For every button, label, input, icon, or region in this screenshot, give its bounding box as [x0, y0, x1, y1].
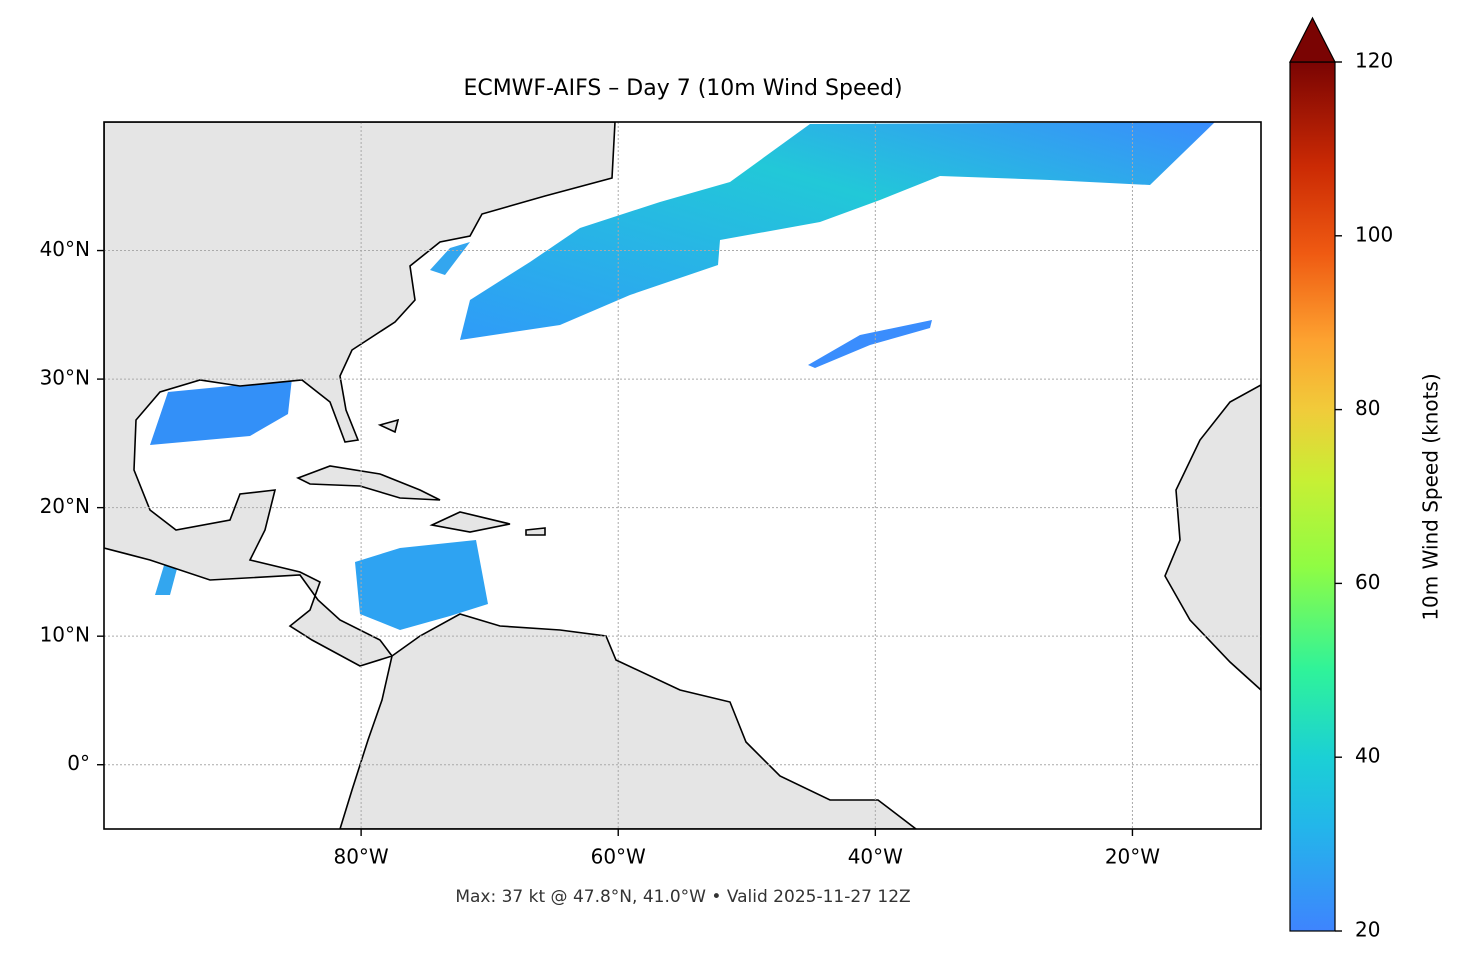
- colorbar: [1289, 61, 1336, 932]
- map-frame: [103, 121, 1262, 830]
- wind-swath: [808, 320, 932, 368]
- colorbar-tick-label: 60: [1355, 570, 1380, 594]
- south-america: [339, 613, 918, 829]
- colorbar-tick-label: 20: [1355, 918, 1380, 942]
- map: [104, 122, 1261, 829]
- wind-swaths: [150, 122, 1215, 630]
- colorbar-extend: [1289, 16, 1336, 63]
- colorbar-tick-label: 100: [1355, 222, 1393, 246]
- grid: [104, 122, 1261, 829]
- africa: [1164, 384, 1261, 692]
- x-tick-label: 20°W: [1105, 845, 1160, 869]
- colorbar-tick-label: 120: [1355, 49, 1393, 73]
- colorbar-tick-label: 40: [1355, 744, 1380, 768]
- chart-title: ECMWF-AIFS – Day 7 (10m Wind Speed): [463, 76, 902, 101]
- y-tick-label: 20°N: [40, 494, 90, 518]
- wind-swath: [460, 122, 1215, 340]
- x-tick-label: 80°W: [333, 845, 388, 869]
- colorbar-label: 10m Wind Speed (knots): [1419, 373, 1443, 620]
- caribbean-islands: [296, 418, 546, 536]
- y-tick-label: 0°: [67, 751, 90, 775]
- land: [104, 122, 1261, 829]
- y-tick-label: 10°N: [40, 623, 90, 647]
- y-tick-label: 40°N: [40, 237, 90, 261]
- footnote: Max: 37 kt @ 47.8°N, 41.0°W • Valid 2025…: [455, 887, 910, 907]
- y-tick-label: 30°N: [40, 366, 90, 390]
- wind-swath: [355, 540, 488, 630]
- x-tick-label: 40°W: [848, 845, 903, 869]
- colorbar-tick-label: 80: [1355, 396, 1380, 420]
- x-tick-label: 60°W: [591, 845, 646, 869]
- wind-swath: [150, 378, 292, 445]
- north-america: [104, 122, 616, 667]
